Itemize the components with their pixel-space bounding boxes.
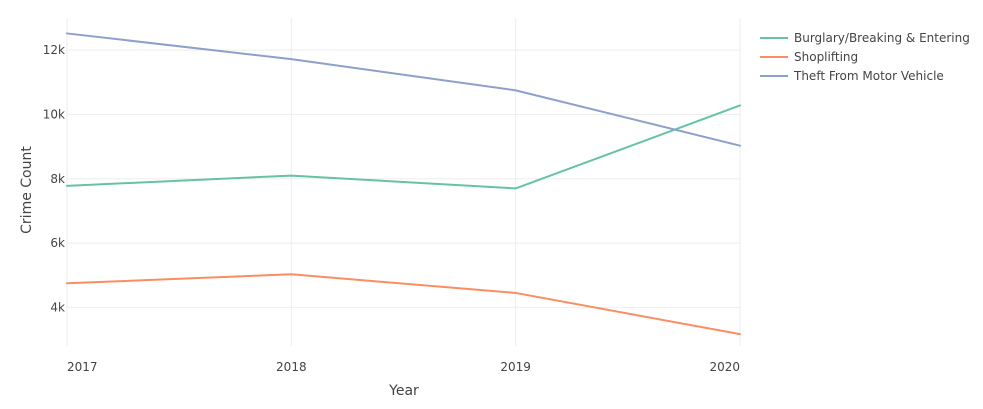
series-lines bbox=[66, 32, 741, 336]
x-tick-label: 2020 bbox=[709, 360, 740, 374]
y-tick-label: 10k bbox=[43, 107, 65, 121]
y-axis-title: Crime Count bbox=[19, 146, 35, 234]
legend-label: Shoplifting bbox=[794, 50, 858, 64]
x-axis-title: Year bbox=[388, 383, 419, 399]
legend: Burglary/Breaking & Entering Shoplifting T… bbox=[760, 31, 970, 83]
y-tick-label: 6k bbox=[50, 236, 65, 250]
y-axis-ticks: 4k 6k 8k 10k 12k bbox=[43, 43, 65, 314]
x-axis-ticks: 2017 2018 2019 2020 bbox=[67, 360, 740, 374]
y-tick-label: 8k bbox=[50, 172, 65, 186]
series-line bbox=[66, 32, 741, 147]
legend-label: Theft From Motor Vehicle bbox=[793, 69, 944, 83]
y-tick-label: 4k bbox=[50, 300, 65, 314]
x-tick-label: 2017 bbox=[67, 360, 98, 374]
x-tick-label: 2018 bbox=[276, 360, 307, 374]
grid-lines bbox=[66, 18, 741, 346]
series-line bbox=[66, 104, 741, 190]
y-tick-label: 12k bbox=[43, 43, 65, 57]
legend-label: Burglary/Breaking & Entering bbox=[794, 31, 970, 45]
series-line bbox=[66, 273, 741, 336]
x-tick-label: 2019 bbox=[500, 360, 531, 374]
